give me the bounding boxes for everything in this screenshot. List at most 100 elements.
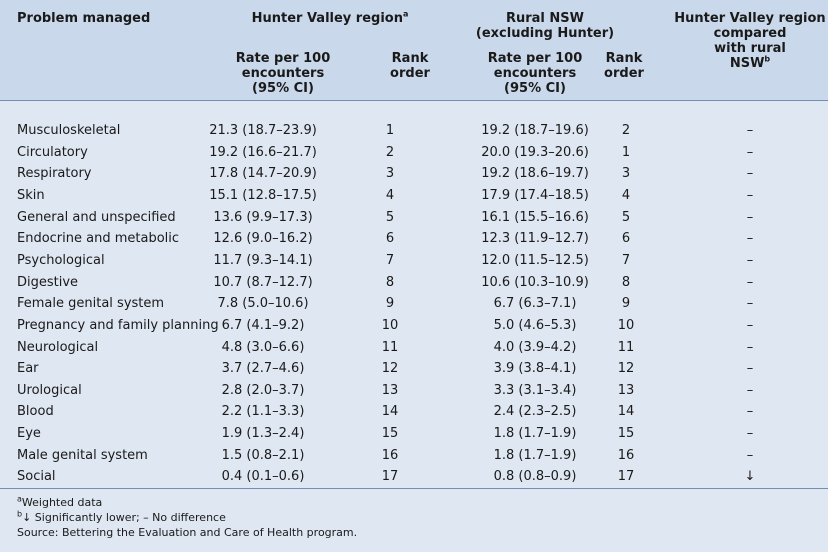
row-rn-rank: 14 (617, 404, 635, 420)
row-hv-rate: 3.7 (2.7–4.6) (221, 361, 305, 377)
header-hunter-valley: Hunter Valley regiona (251, 9, 409, 26)
row-hv-rate: 11.7 (9.3–14.1) (213, 252, 313, 268)
row-rn-rank: 9 (621, 296, 631, 312)
row-problem: General and unspecified (17, 209, 176, 225)
row-problem: Psychological (17, 252, 105, 268)
table-row: Ear 3.7 (2.7–4.6) 12 3.9 (3.8–4.1) 12 – (0, 358, 828, 379)
row-rn-rate: 3.9 (3.8–4.1) (493, 361, 577, 377)
row-comparison: – (746, 296, 754, 312)
row-problem: Endocrine and metabolic (17, 231, 180, 247)
row-rn-rank: 12 (617, 361, 635, 377)
row-problem: Pregnancy and family planning (17, 317, 219, 333)
table-row: Musculoskeletal 21.3 (18.7–23.9) 1 19.2 (18… (0, 120, 828, 141)
header-hv-rate: Rate per 100 encounters (95% CI) (235, 51, 331, 96)
row-rn-rate: 5.0 (4.6–5.3) (493, 317, 577, 333)
row-rn-rank: 13 (617, 382, 635, 398)
header-rural-nsw: Rural NSW (excluding Hunter) (475, 11, 615, 41)
row-hv-rate: 19.2 (16.6–21.7) (209, 144, 317, 160)
row-rn-rank: 6 (621, 231, 631, 247)
row-rn-rank: 10 (617, 317, 635, 333)
footnote-source: Source: Bettering the Evaluation and Car… (17, 526, 358, 539)
header-hv-rank: Rank order (390, 51, 430, 81)
table-row: Circulatory 19.2 (16.6–21.7) 2 20.0 (19.3–2… (0, 142, 828, 163)
table-row: Neurological 4.8 (3.0–6.6) 11 4.0 (3.9–4.2)… (0, 337, 828, 358)
row-problem: Eye (17, 426, 41, 442)
row-problem: Circulatory (17, 144, 88, 160)
table-row: General and unspecified 13.6 (9.9–17.3) 5 1… (0, 207, 828, 228)
footer-divider (0, 488, 828, 489)
header-divider (0, 100, 828, 101)
row-hv-rank: 13 (381, 382, 399, 398)
row-hv-rank: 11 (381, 339, 399, 355)
row-hv-rank: 9 (385, 296, 395, 312)
row-rn-rank: 3 (621, 166, 631, 182)
table-row: Psychological 11.7 (9.3–14.1) 7 12.0 (11.5–… (0, 250, 828, 271)
row-rn-rate: 19.2 (18.6–19.7) (481, 166, 589, 182)
row-comparison: – (746, 209, 754, 225)
row-comparison: – (746, 252, 754, 268)
footnote-a: aWeighted data (17, 494, 103, 509)
row-comparison: – (746, 317, 754, 333)
row-hv-rank: 8 (385, 274, 395, 290)
row-comparison: – (746, 447, 754, 463)
table-row: Digestive 10.7 (8.7–12.7) 8 10.6 (10.3–10.9… (0, 272, 828, 293)
row-hv-rate: 21.3 (18.7–23.9) (209, 123, 317, 138)
row-hv-rate: 2.2 (1.1–3.3) (221, 404, 305, 420)
row-problem: Respiratory (17, 166, 92, 182)
row-hv-rank: 3 (385, 166, 395, 182)
row-hv-rank: 6 (385, 231, 395, 247)
row-rn-rank: 7 (621, 252, 631, 268)
table-row: Pregnancy and family planning 6.7 (4.1–9.… (0, 315, 828, 336)
row-hv-rate: 17.8 (14.7–20.9) (209, 166, 317, 182)
row-hv-rate: 10.7 (8.7–12.7) (213, 274, 313, 290)
row-comparison: – (746, 426, 754, 442)
row-rn-rate: 16.1 (15.5–16.6) (481, 209, 589, 225)
row-hv-rank: 14 (381, 404, 399, 420)
row-problem: Digestive (17, 274, 79, 290)
row-hv-rate: 1.9 (1.3–2.4) (221, 426, 305, 442)
row-comparison: – (746, 231, 754, 247)
table-row: Endocrine and metabolic 12.6 (9.0–16.2) 6 1… (0, 228, 828, 249)
row-problem: Blood (17, 404, 54, 420)
table-row: Urological 2.8 (2.0–3.7) 13 3.3 (3.1–3.4) 13… (0, 380, 828, 401)
row-problem: Female genital system (17, 296, 165, 312)
row-hv-rank: 2 (385, 144, 395, 160)
row-comparison: – (746, 404, 754, 420)
row-rn-rate: 12.3 (11.9–12.7) (481, 231, 589, 247)
row-hv-rate: 15.1 (12.8–17.5) (209, 187, 317, 203)
row-rn-rate: 1.8 (1.7–1.9) (493, 447, 577, 463)
row-hv-rank: 4 (385, 187, 395, 203)
header-problem-managed: Problem managed (17, 11, 151, 26)
row-rn-rank: 11 (617, 339, 635, 355)
row-comparison: – (746, 123, 754, 138)
row-problem: Urological (17, 382, 82, 398)
row-problem: Neurological (17, 339, 99, 355)
table-row: Social 0.4 (0.1–0.6) 17 0.8 (0.8–0.9) 17 ↓ (0, 466, 828, 487)
row-comparison: – (746, 144, 754, 160)
row-hv-rank: 17 (381, 469, 399, 485)
row-rn-rate: 1.8 (1.7–1.9) (493, 426, 577, 442)
row-rn-rate: 20.0 (19.3–20.6) (481, 144, 589, 160)
row-rn-rate: 17.9 (17.4–18.5) (481, 187, 589, 203)
table-row: Female genital system 7.8 (5.0–10.6) 9 6.7 … (0, 293, 828, 314)
row-rn-rate: 6.7 (6.3–7.1) (493, 296, 577, 312)
row-hv-rate: 4.8 (3.0–6.6) (221, 339, 305, 355)
row-hv-rank: 5 (385, 209, 395, 225)
row-hv-rank: 16 (381, 447, 399, 463)
row-rn-rank: 15 (617, 426, 635, 442)
row-problem: Ear (17, 361, 39, 377)
row-rn-rate: 3.3 (3.1–3.4) (493, 382, 577, 398)
row-hv-rate: 12.6 (9.0–16.2) (213, 231, 313, 247)
row-comparison: – (746, 339, 754, 355)
row-comparison: – (746, 166, 754, 182)
row-rn-rank: 5 (621, 209, 631, 225)
row-hv-rank: 12 (381, 361, 399, 377)
row-problem: Male genital system (17, 447, 148, 463)
header-rn-rank: Rank order (604, 51, 644, 81)
table-row: Eye 1.9 (1.3–2.4) 15 1.8 (1.7–1.9) 15 – (0, 423, 828, 444)
footnote-b: b↓ Significantly lower; – No difference (17, 509, 226, 524)
row-hv-rate: 7.8 (5.0–10.6) (217, 296, 309, 312)
row-rn-rank: 4 (621, 187, 631, 203)
table-row: Skin 15.1 (12.8–17.5) 4 17.9 (17.4–18.5) 4 – (0, 185, 828, 206)
table-row: Blood 2.2 (1.1–3.3) 14 2.4 (2.3–2.5) 14 – (0, 401, 828, 422)
